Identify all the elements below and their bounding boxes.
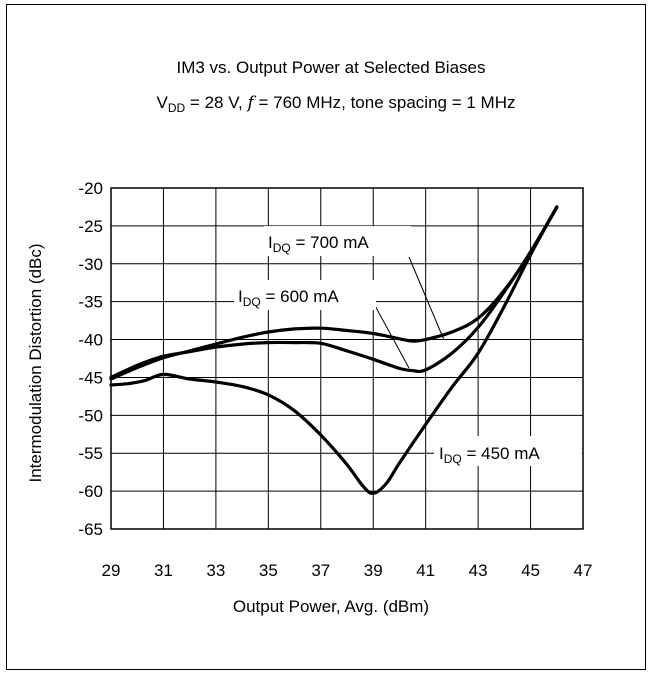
x-tick-label: 39 <box>364 561 383 580</box>
series-lines <box>109 205 559 496</box>
frequency-symbol: f <box>245 93 256 113</box>
y-axis-label: Intermodulation Distortion (dBc) <box>26 243 45 482</box>
series-line-450ma <box>109 205 559 496</box>
x-tick-label: 31 <box>154 561 173 580</box>
label-450ma: IDQ = 450 mA <box>439 444 540 466</box>
chart-title-line1: IM3 vs. Output Power at Selected Biases <box>177 58 486 77</box>
leader-600ma <box>372 301 410 369</box>
y-tick-label: -40 <box>78 331 103 350</box>
vdd-value: = 28 V, <box>185 93 247 112</box>
axes <box>110 187 584 530</box>
x-tick-label: 33 <box>206 561 225 580</box>
label-600ma: IDQ = 600 mA <box>238 287 339 309</box>
chart-title-line2: VDD = 28 V, f = 760 MHz, tone spacing = … <box>157 93 516 115</box>
label-700ma: IDQ = 700 mA <box>268 233 369 255</box>
frequency-and-spacing: = 760 MHz, tone spacing = 1 MHz <box>254 93 516 112</box>
y-tick-label: -60 <box>78 482 103 501</box>
y-tick-label: -35 <box>78 293 103 312</box>
y-tick-label: -30 <box>78 255 103 274</box>
chart-border <box>6 4 646 670</box>
x-tick-label: 41 <box>416 561 435 580</box>
series-line-600ma <box>109 206 559 379</box>
x-tick-label: 29 <box>102 561 121 580</box>
x-tick-label: 43 <box>469 561 488 580</box>
x-tick-label: 47 <box>574 561 593 580</box>
x-tick-label: 37 <box>311 561 330 580</box>
label-600ma-bg <box>234 280 376 310</box>
vdd-subscript: DD <box>168 101 186 115</box>
y-tick-label: -20 <box>78 179 103 198</box>
plot-area-border <box>110 187 584 530</box>
y-tick-label: -50 <box>78 406 103 425</box>
tick-labels: 29 31 33 35 37 39 41 43 45 47 -20 -25 -30 -35 -40 -45 -5… <box>78 179 592 580</box>
y-tick-label: -25 <box>78 217 103 236</box>
x-tick-label: 45 <box>521 561 540 580</box>
x-axis-label: Output Power, Avg. (dBm) <box>233 597 429 616</box>
vdd-symbol: V <box>157 93 169 112</box>
y-tick-label: -45 <box>78 368 103 387</box>
label-450ma-bg <box>434 436 582 466</box>
y-tick-label: -65 <box>78 520 103 539</box>
leader-700ma <box>408 256 445 341</box>
label-700ma-bg <box>264 226 411 256</box>
y-tick-label: -55 <box>78 444 103 463</box>
chart-svg: IM3 vs. Output Power at Selected Biases … <box>6 4 646 670</box>
chart-frame: IM3 vs. Output Power at Selected Biases … <box>6 4 646 670</box>
x-tick-label: 35 <box>259 561 278 580</box>
